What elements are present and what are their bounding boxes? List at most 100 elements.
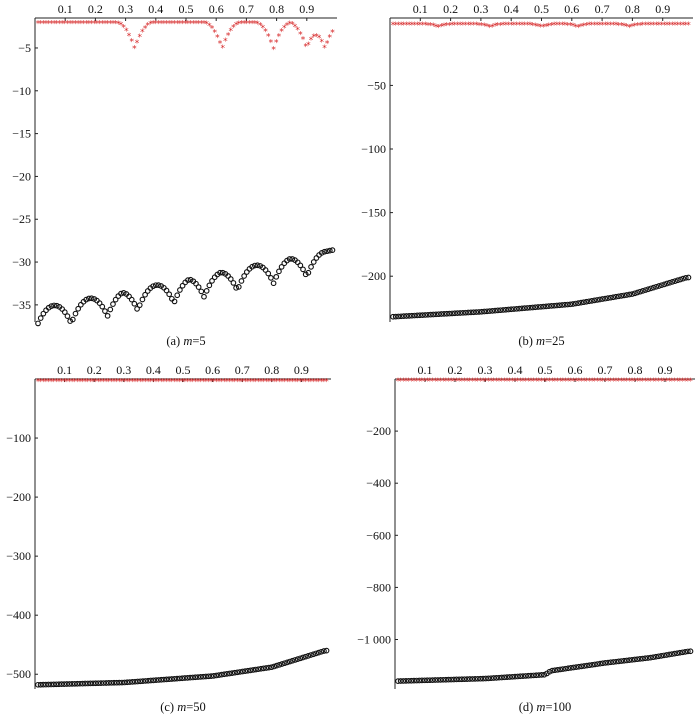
upper-point-b-90: * xyxy=(632,22,637,32)
lower-point-d-76 xyxy=(597,660,603,667)
upper-point-c-16: * xyxy=(78,377,83,387)
lower-point-b-78 xyxy=(599,296,606,302)
upper-point-d-3: * xyxy=(404,377,409,387)
upper-point-b-63: * xyxy=(560,21,565,31)
lower-point-b-51 xyxy=(527,304,533,311)
lower-point-b-29 xyxy=(468,309,474,316)
lower-point-c-99 xyxy=(294,656,301,662)
upper-point-b-48: * xyxy=(520,21,525,31)
upper-point-a-51: * xyxy=(172,20,177,30)
upper-point-b-28: * xyxy=(466,21,471,31)
lower-point-a-73 xyxy=(230,280,237,286)
lower-point-d-103 xyxy=(669,651,675,657)
lower-point-b-49 xyxy=(521,305,528,312)
upper-point-c-44: * xyxy=(151,377,156,387)
chart-a-svg: 0.1 0.2 0.3 0.4 0.5 0.6 0.7 0.8 0.9 −5 −10 −15 −20 −2… xyxy=(12,2,337,348)
upper-point-d-60: * xyxy=(555,377,560,387)
lower-point-c-10 xyxy=(61,681,68,687)
y-tick-label-b-3: −200 xyxy=(361,269,386,283)
lower-point-a-2 xyxy=(40,310,47,317)
upper-point-b-22: * xyxy=(450,21,455,31)
upper-point-c-96: * xyxy=(288,377,293,387)
upper-point-a-64: * xyxy=(207,22,212,32)
lower-point-b-61 xyxy=(554,302,560,309)
upper-series-c: ****************************************… xyxy=(36,377,330,387)
lower-point-d-46 xyxy=(517,673,524,680)
upper-point-c-17: * xyxy=(80,377,85,387)
upper-point-c-1: * xyxy=(38,377,43,387)
upper-point-a-61: * xyxy=(199,20,204,30)
upper-point-a-49: * xyxy=(167,20,172,30)
upper-point-d-26: * xyxy=(465,377,470,387)
x-tick-label-a-8: 0.9 xyxy=(299,2,314,16)
upper-point-b-75: * xyxy=(592,21,597,31)
upper-point-b-6: * xyxy=(407,21,412,31)
upper-point-c-14: * xyxy=(72,377,77,387)
lower-point-d-44 xyxy=(512,673,518,680)
upper-point-b-62: * xyxy=(557,21,562,31)
upper-point-a-3: * xyxy=(44,20,49,30)
upper-point-c-103: * xyxy=(306,377,311,387)
upper-point-b-92: * xyxy=(638,21,643,31)
upper-point-a-42: * xyxy=(148,20,153,30)
upper-point-b-1: * xyxy=(393,21,398,31)
upper-point-c-63: * xyxy=(201,377,206,387)
upper-point-c-23: * xyxy=(96,377,101,387)
lower-point-c-25 xyxy=(100,680,107,686)
upper-point-d-53: * xyxy=(537,377,542,387)
lower-point-b-30 xyxy=(470,309,477,316)
lower-point-c-63 xyxy=(200,673,207,680)
upper-point-c-8: * xyxy=(57,377,62,387)
lower-point-b-69 xyxy=(575,300,582,306)
chart-panel-d: 0.1 0.2 0.3 0.4 0.5 0.6 0.7 0.8 0.9 −200 −400 −600 −… xyxy=(350,359,700,717)
lower-point-c-44 xyxy=(150,677,157,684)
upper-point-d-47: * xyxy=(521,377,526,387)
upper-point-c-65: * xyxy=(206,377,211,387)
upper-point-b-110: * xyxy=(686,21,691,31)
x-tick-label-c-2: 0.3 xyxy=(116,363,131,377)
lower-point-c-19 xyxy=(84,680,91,687)
lower-point-c-107 xyxy=(315,649,322,656)
x-tick-label-b-7: 0.8 xyxy=(625,2,640,16)
upper-point-c-97: * xyxy=(290,377,295,387)
chart-panel-c: 0.1 0.2 0.3 0.4 0.5 0.6 0.7 0.8 0.9 −100 −200 −300 −… xyxy=(0,359,350,717)
upper-point-a-20: * xyxy=(89,20,94,30)
lower-point-d-94 xyxy=(645,655,651,661)
upper-point-a-55: * xyxy=(183,20,188,30)
upper-point-d-108: * xyxy=(683,377,688,387)
upper-point-b-95: * xyxy=(646,21,651,31)
lower-point-c-79 xyxy=(242,668,249,674)
upper-point-c-52: * xyxy=(172,377,177,387)
upper-point-a-21: * xyxy=(92,20,97,30)
lower-point-d-2 xyxy=(400,678,407,684)
lower-point-b-101 xyxy=(661,281,668,288)
lower-point-a-61 xyxy=(198,288,205,295)
lower-point-a-94 xyxy=(286,256,293,262)
lower-point-b-74 xyxy=(588,297,595,304)
upper-point-d-42: * xyxy=(507,377,512,387)
lower-point-c-45 xyxy=(153,677,159,683)
lower-point-d-37 xyxy=(493,674,500,681)
lower-series-a xyxy=(35,247,336,327)
upper-point-d-29: * xyxy=(473,377,478,387)
lower-point-b-71 xyxy=(580,299,587,306)
lower-point-d-30 xyxy=(474,675,481,682)
x-tick-label-c-4: 0.5 xyxy=(176,363,191,377)
lower-point-d-63 xyxy=(562,665,569,672)
lower-point-b-6 xyxy=(406,312,412,319)
upper-point-a-47: * xyxy=(162,20,167,30)
lower-point-b-99 xyxy=(656,283,662,289)
upper-point-c-34: * xyxy=(125,377,130,387)
lower-point-d-73 xyxy=(589,661,595,668)
upper-point-c-82: * xyxy=(251,377,256,387)
lower-point-b-77 xyxy=(596,296,603,303)
upper-point-b-54: * xyxy=(536,23,541,33)
upper-point-a-78: * xyxy=(245,20,250,30)
upper-point-b-97: * xyxy=(651,21,656,31)
upper-point-b-33: * xyxy=(479,22,484,32)
lower-point-d-25 xyxy=(461,676,468,683)
lower-point-c-110 xyxy=(323,647,330,654)
lower-point-c-104 xyxy=(307,652,314,658)
lower-point-c-100 xyxy=(297,655,304,662)
lower-point-c-87 xyxy=(263,665,270,671)
